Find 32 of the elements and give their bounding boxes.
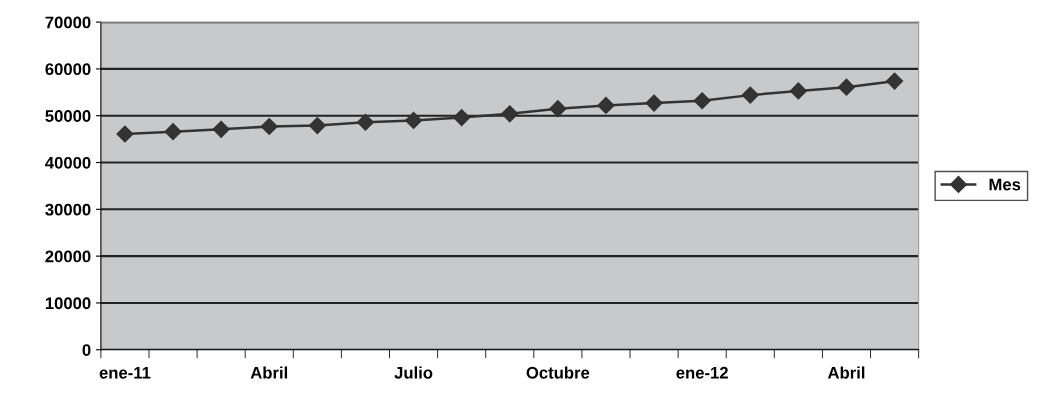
y-tick-label: 20000 bbox=[45, 250, 91, 263]
y-tick-label: 30000 bbox=[45, 203, 91, 216]
y-tick-label: 50000 bbox=[45, 110, 91, 122]
point bbox=[405, 111, 423, 129]
point bbox=[164, 123, 182, 141]
point bbox=[212, 120, 230, 138]
point bbox=[789, 82, 807, 100]
point bbox=[597, 96, 615, 114]
point bbox=[116, 125, 134, 143]
point bbox=[693, 92, 711, 110]
y-tick-label: 70000 bbox=[45, 16, 91, 29]
x-tick-label: Abril bbox=[250, 366, 288, 379]
x-tick-label: Julio bbox=[394, 366, 433, 379]
point bbox=[501, 105, 519, 123]
point bbox=[308, 116, 326, 135]
x-tick-label: Abril bbox=[827, 366, 865, 379]
x-tick-label: ene-11 bbox=[99, 367, 151, 379]
legend-label: Mes bbox=[989, 178, 1021, 191]
y-tick-label: 40000 bbox=[45, 156, 91, 169]
point bbox=[453, 109, 471, 127]
point bbox=[260, 117, 278, 136]
point bbox=[741, 86, 759, 104]
point bbox=[549, 100, 567, 118]
y-tick-label: 60000 bbox=[45, 63, 91, 76]
point bbox=[645, 94, 663, 112]
point bbox=[837, 78, 856, 96]
point bbox=[886, 72, 904, 90]
x-tick-label: Octubre bbox=[526, 366, 590, 379]
y-tick-label: 10000 bbox=[45, 297, 91, 310]
point bbox=[356, 113, 375, 131]
x-tick-label: ene-12 bbox=[676, 366, 728, 379]
y-tick-label: 0 bbox=[82, 344, 91, 356]
